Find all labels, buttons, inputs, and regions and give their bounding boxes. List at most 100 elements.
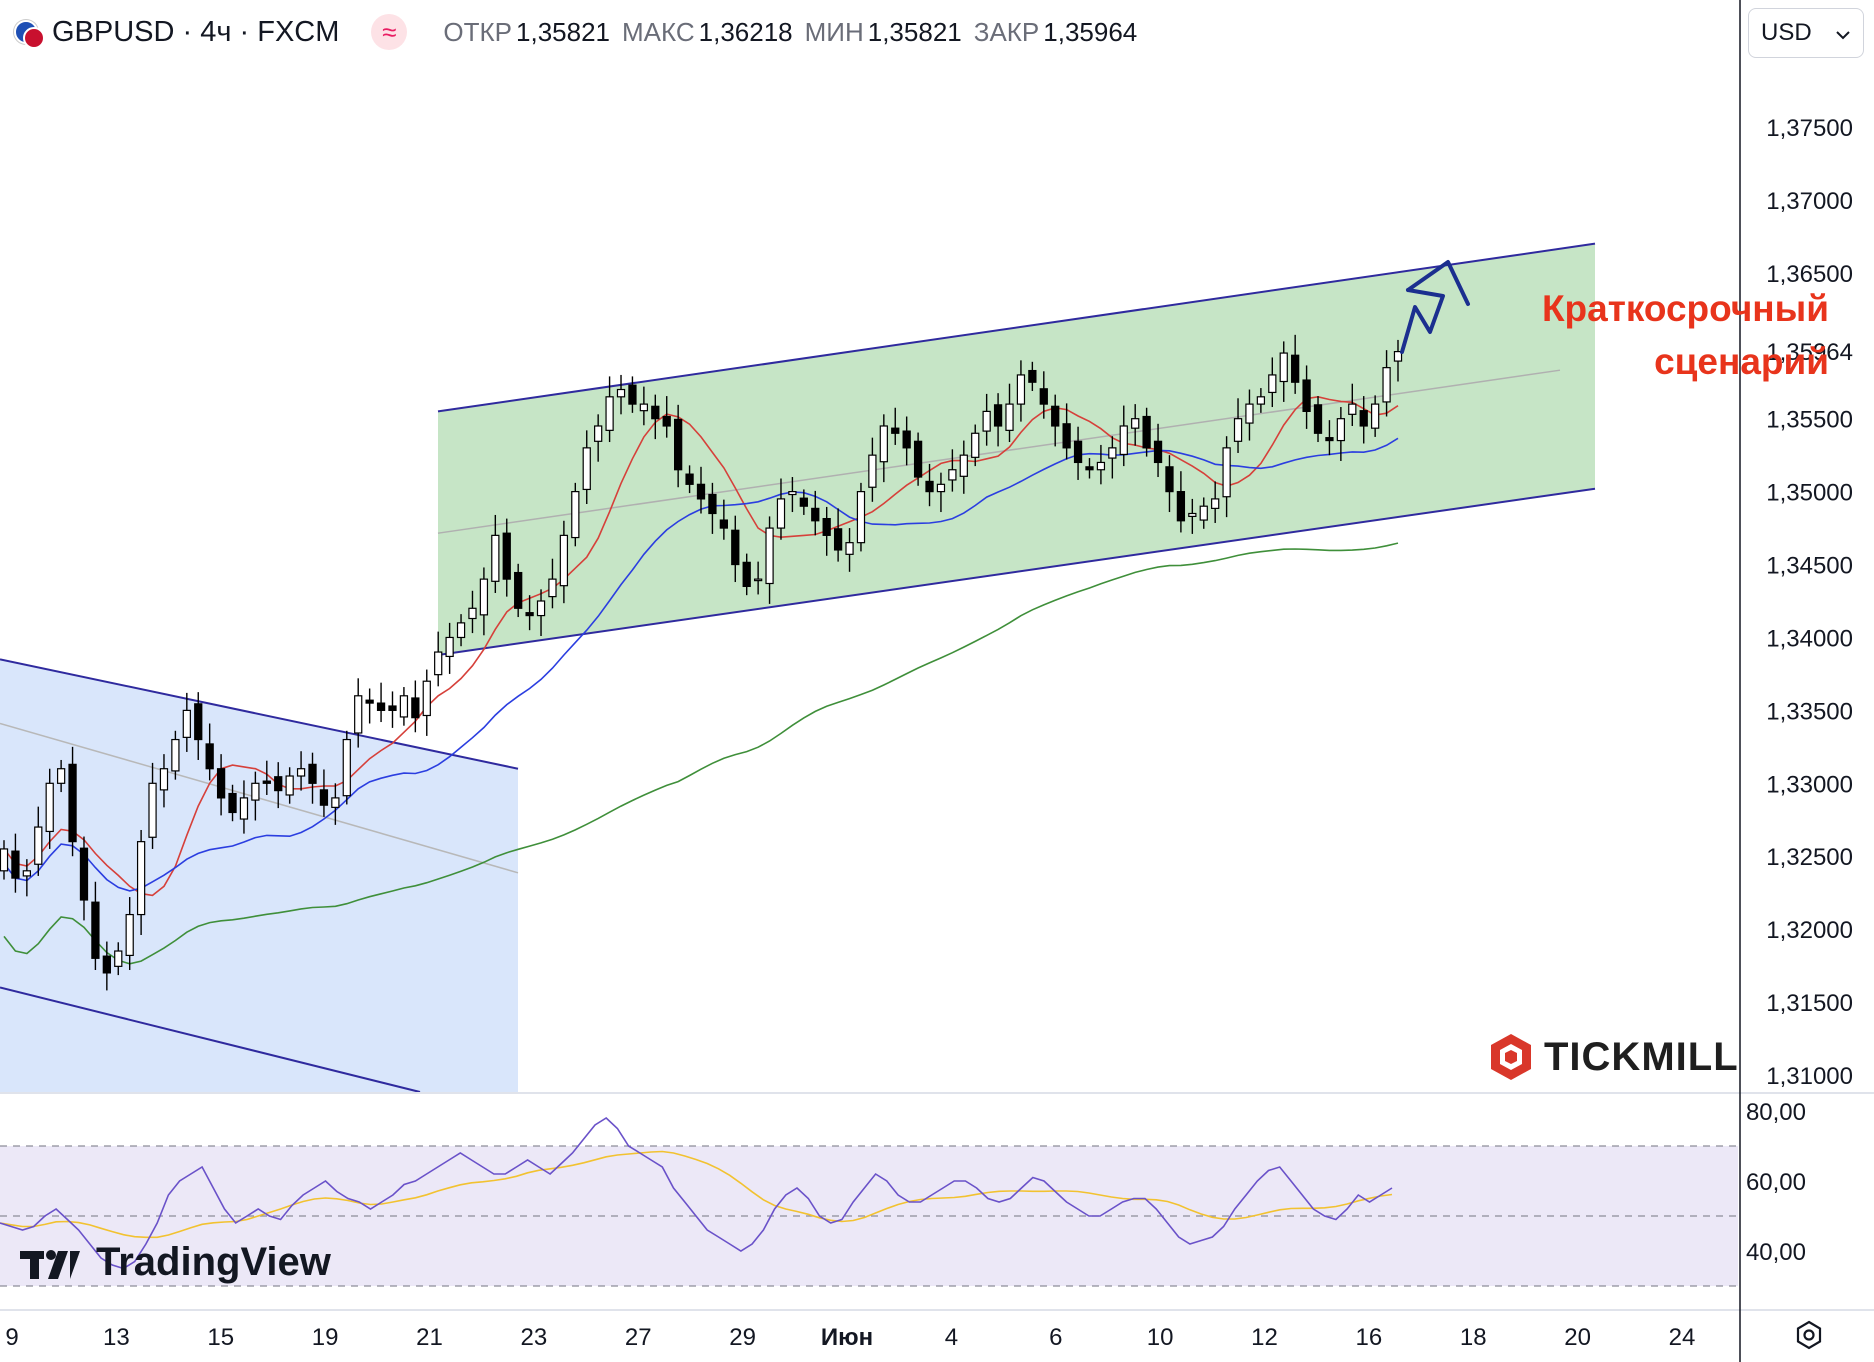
candle-bullish <box>422 680 431 717</box>
scenario-arrow-head <box>1406 260 1470 306</box>
candle-bullish <box>1393 351 1403 362</box>
candle-bullish <box>354 695 363 734</box>
candle-bullish <box>1245 403 1254 424</box>
candle-bullish <box>559 534 569 587</box>
chevron-down-icon <box>1835 19 1851 47</box>
candle-bullish <box>399 695 409 718</box>
candle-bullish <box>434 651 443 676</box>
rsi-tick-label: 60,00 <box>1746 1169 1806 1196</box>
time-tick-label: 4 <box>945 1324 958 1351</box>
price-tick-label: 1,34500 <box>1766 553 1853 580</box>
candle-bullish <box>776 498 786 529</box>
ma-red-line <box>3 395 1399 897</box>
candle-bearish <box>319 789 329 806</box>
scenario-line-2: сценарий <box>1654 341 1829 382</box>
candle-bullish <box>1108 447 1117 459</box>
candle-bearish <box>194 703 203 741</box>
candle-bullish <box>1005 403 1014 431</box>
candle-bearish <box>1051 405 1060 427</box>
candle-bullish <box>1016 374 1026 405</box>
time-tick-label: 18 <box>1460 1324 1487 1351</box>
ohlc-values: ОТКР 1,35821 МАКС 1,36218 МИН 1,35821 ЗАКР 1… <box>443 17 1137 48</box>
candle-bullish <box>1211 498 1220 509</box>
candle-bullish <box>331 797 340 808</box>
candle-bullish <box>879 425 888 463</box>
candle-bearish <box>388 705 397 711</box>
candle-bearish <box>216 768 226 799</box>
candle-bearish <box>925 480 934 493</box>
scenario-arrow-layer <box>1400 260 1470 354</box>
candle-bearish <box>411 697 420 719</box>
candle-bearish <box>11 850 20 879</box>
price-tick-label: 1,33500 <box>1766 698 1853 725</box>
chart-settings-icon[interactable] <box>1792 1318 1826 1352</box>
last-price-box <box>1742 334 1874 369</box>
candle-bearish <box>308 763 317 784</box>
time-tick-label: 13 <box>103 1324 130 1351</box>
candle-bullish <box>856 491 866 544</box>
candle-bearish <box>1302 379 1311 413</box>
rsi-tick-label: 80,00 <box>1746 1099 1806 1126</box>
candle-bullish <box>1336 418 1346 442</box>
rsi-tick-label: 40,00 <box>1746 1239 1806 1266</box>
time-tick-label: 27 <box>625 1324 652 1351</box>
candle-bearish <box>79 847 89 901</box>
last-price-label: 1,35964 <box>1766 339 1853 366</box>
indicator-icon[interactable]: ≈ <box>371 14 408 50</box>
candle-bullish <box>594 425 603 442</box>
candle-bullish <box>1268 374 1277 394</box>
price-tick-label: 1,32500 <box>1766 844 1853 871</box>
channels-layer <box>0 242 1596 1093</box>
currency-selector[interactable]: USD <box>1748 8 1864 58</box>
tickmill-logo: TICKMILL <box>1488 1032 1739 1082</box>
axes-layer: 1,37500 1,37000 1,36500 1,35500 1,35000 1,345… <box>5 115 1874 1351</box>
candle-bullish <box>22 870 31 877</box>
candle-bullish <box>445 636 454 658</box>
symbol-title[interactable]: GBPUSD · 4ч · FXCM <box>52 15 340 48</box>
candle-bullish <box>1222 447 1231 498</box>
price-tick-label: 1,35500 <box>1766 407 1853 434</box>
candle-bearish <box>902 430 911 449</box>
descending-channel-lower <box>0 986 421 1093</box>
ascending-channel-upper <box>437 242 1596 413</box>
candle-bullish <box>1371 403 1380 429</box>
candle-bullish <box>1382 367 1391 403</box>
price-tick-label: 1,37500 <box>1766 115 1853 142</box>
candle-bullish <box>1131 418 1140 429</box>
candle-bullish <box>936 483 946 493</box>
candle-bullish <box>753 578 763 582</box>
candle-bearish <box>811 507 820 522</box>
candle-bullish <box>571 491 580 539</box>
candle-bullish <box>159 768 169 791</box>
candle-bearish <box>1325 437 1334 442</box>
time-tick-label: 16 <box>1356 1324 1383 1351</box>
candle-bearish <box>365 699 374 704</box>
candle-bullish <box>616 388 626 398</box>
candle-bullish <box>285 775 294 796</box>
candle-bullish <box>491 534 500 582</box>
time-tick-label: Июн <box>821 1324 873 1351</box>
tradingview-logo: TradingView <box>18 1240 331 1285</box>
candle-bullish <box>171 738 180 772</box>
candle-bearish <box>1359 410 1368 427</box>
candle-bullish <box>1188 512 1197 518</box>
candle-bearish <box>708 493 717 515</box>
tradingview-icon <box>20 1249 80 1279</box>
tickmill-wordmark: TICKMILL <box>1544 1034 1739 1079</box>
candle-bullish <box>182 709 191 738</box>
time-tick-label: 15 <box>207 1324 234 1351</box>
candle-bullish <box>479 578 489 616</box>
candle-bearish <box>628 384 637 405</box>
candle-bullish <box>456 622 466 639</box>
candle-bullish <box>1119 425 1128 456</box>
candle-bullish <box>125 913 134 957</box>
candle-bullish <box>0 848 9 872</box>
scenario-annotation: Краткосрочный сценарий <box>1542 282 1829 388</box>
candle-bullish <box>468 607 477 620</box>
candle-bearish <box>913 440 923 478</box>
candle-bullish <box>605 396 614 431</box>
candle-bullish <box>342 738 351 797</box>
candle-bullish <box>1279 352 1288 383</box>
